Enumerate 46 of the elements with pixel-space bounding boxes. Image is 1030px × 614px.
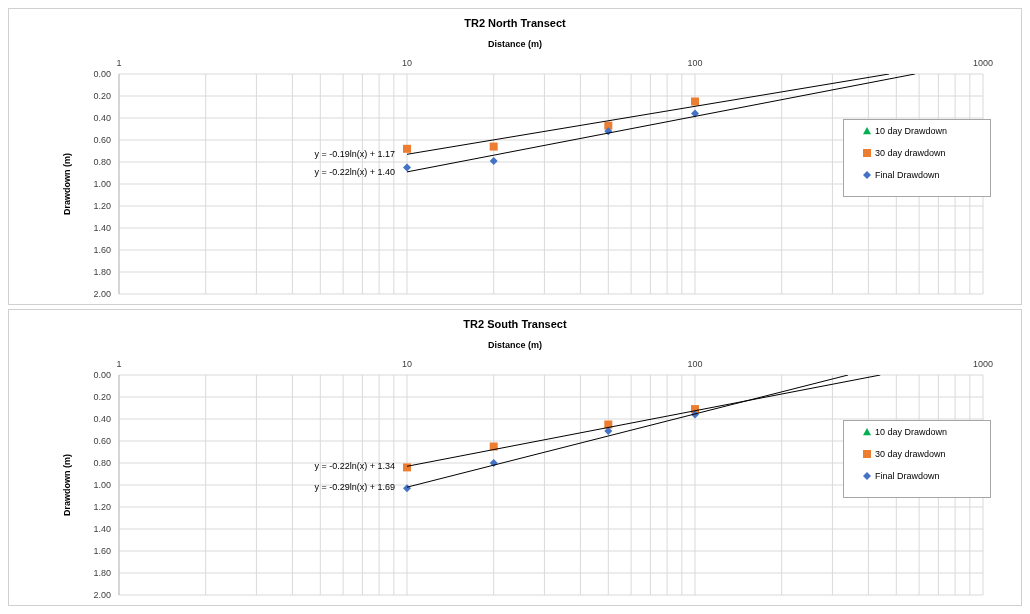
annotation: y = -0.22ln(x) + 1.34	[314, 461, 395, 472]
y-tick-label: 1.40	[93, 524, 111, 535]
y-tick-label: 1.00	[93, 480, 111, 491]
y-axis-title: Drawdown (m)	[62, 454, 73, 516]
legend-label: 30 day drawdown	[875, 148, 946, 158]
y-tick-label: 0.20	[93, 91, 111, 102]
x-tick-label: 100	[687, 58, 703, 68]
y-tick-label: 1.00	[93, 179, 111, 190]
y-tick-label: 1.80	[93, 267, 111, 278]
annotation: y = -0.19ln(x) + 1.17	[314, 149, 395, 160]
x-axis-title: Distance (m)	[487, 340, 543, 350]
x-tick-label: 10	[401, 58, 413, 68]
legend-label: 30 day drawdown	[875, 449, 946, 459]
y-tick-label: 0.80	[93, 157, 111, 168]
y-tick-label: 1.20	[93, 502, 111, 513]
x-axis-title: Distance (m)	[487, 39, 543, 49]
y-tick-label: 0.00	[93, 69, 111, 80]
x-tick-label: 1	[116, 359, 122, 369]
x-tick-label: 1000	[972, 58, 994, 68]
y-tick-label: 1.40	[93, 223, 111, 234]
y-tick-label: 0.40	[93, 414, 111, 425]
legend-label: 10 day Drawdown	[875, 427, 948, 437]
y-tick-label: 0.80	[93, 458, 111, 469]
x-tick-label: 100	[687, 359, 703, 369]
x-tick-label: 1000	[972, 359, 994, 369]
x-tick-label: 10	[401, 359, 413, 369]
y-tick-label: 2.00	[93, 289, 111, 300]
y-tick-label: 0.40	[93, 113, 111, 124]
legend-label: Final Drawdown	[875, 471, 940, 481]
annotation: y = -0.29ln(x) + 1.69	[314, 482, 395, 493]
y-tick-label: 2.00	[93, 590, 111, 601]
y-tick-label: 1.80	[93, 568, 111, 579]
y-axis-title: Drawdown (m)	[62, 153, 73, 215]
legend-label: 10 day Drawdown	[875, 126, 948, 136]
y-tick-label: 1.60	[93, 546, 111, 557]
x-tick-label: 1	[116, 58, 122, 68]
y-tick-label: 0.60	[93, 436, 111, 447]
y-tick-label: 1.60	[93, 245, 111, 256]
chart-title: TR2 North Transect	[463, 17, 567, 29]
legend-label: Final Drawdown	[875, 170, 940, 180]
chart-title: TR2 South Transect	[462, 318, 568, 330]
y-tick-label: 1.20	[93, 201, 111, 212]
annotation: y = -0.22ln(x) + 1.40	[314, 167, 395, 178]
y-tick-label: 0.60	[93, 135, 111, 146]
y-tick-label: 0.00	[93, 370, 111, 381]
y-tick-label: 0.20	[93, 392, 111, 403]
